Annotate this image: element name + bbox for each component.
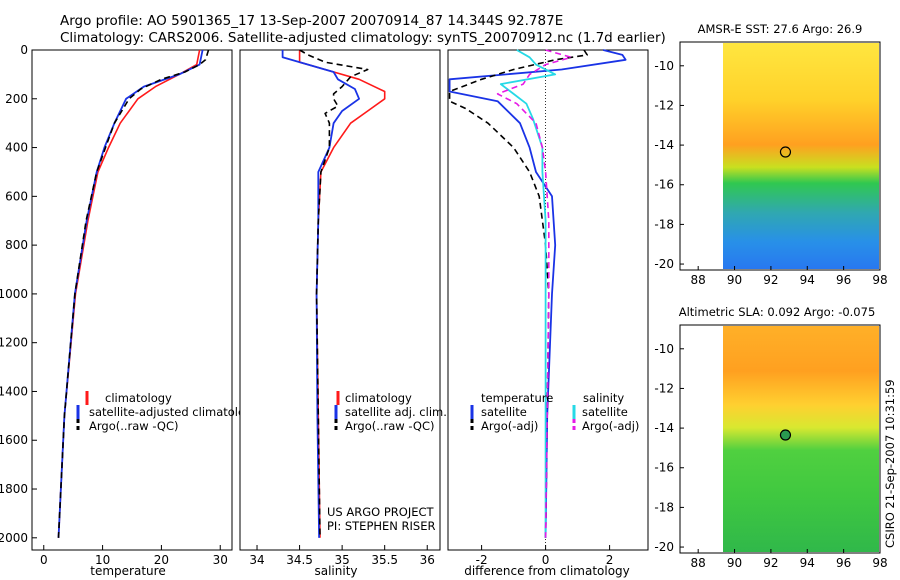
salinity-axes <box>239 49 441 551</box>
sla-lat-tick-label: -12 <box>654 381 674 395</box>
legend-temp-argo-label: Argo(-adj) <box>481 419 538 433</box>
sst-lon-tick-label: 88 <box>691 273 706 287</box>
depth-ytick-label: 200 <box>5 92 28 106</box>
sst-lat-tick-label: -14 <box>654 138 674 152</box>
depth-ytick-label: 1800 <box>0 482 28 496</box>
sst-lat-tick-label: -12 <box>654 98 674 112</box>
salinity-panel: 34 34.5 35 35.5 36 salinity climatology sate… <box>239 49 447 578</box>
difference-series-salinity-satellite <box>499 49 557 538</box>
depth-ytick-label: 2000 <box>0 531 28 545</box>
sla-lon-tick-label: 88 <box>691 556 706 570</box>
difference-axes <box>447 49 649 551</box>
difference-xlabel: difference from climatology <box>464 564 630 578</box>
sst-lat-tick-label: -10 <box>654 59 674 73</box>
sla-lon-tick-label: 96 <box>836 556 851 570</box>
sla-lon-tick-label: 90 <box>727 556 742 570</box>
float-position-marker <box>779 146 792 158</box>
salinity-xtick-label: 36 <box>420 553 435 567</box>
header-line-2: Climatology: CARS2006. Satellite-adjuste… <box>60 30 666 46</box>
depth-ytick-label: 400 <box>5 141 28 155</box>
sla-lat-tick-label: -20 <box>654 540 674 554</box>
legend-sal-satellite-label: satellite <box>582 405 628 419</box>
sst-lat-tick-label: -20 <box>654 257 674 271</box>
depth-ytick-label: 800 <box>5 238 28 252</box>
legend-temp-satellite-label: satellite <box>481 405 527 419</box>
legend-satellite-label: satellite adj. clim. <box>345 405 447 419</box>
sst-lon-tick-label: 98 <box>872 273 887 287</box>
temperature-axes <box>31 49 233 551</box>
depth-ytick-label: 1200 <box>0 336 28 350</box>
side-timestamp-label: CSIRO 21-Sep-2007 10:31:59 <box>883 379 897 548</box>
sst-lon-tick-label: 94 <box>800 273 815 287</box>
temperature-panel: 0 200 400 600 800 1000 1200 1400 1600 1800 2000 0 1… <box>0 43 259 578</box>
project-annotation: US ARGO PROJECT <box>327 505 435 519</box>
temperature-legend: climatology satellite-adjusted climatolo… <box>76 391 259 433</box>
depth-ytick-label: 1400 <box>0 384 28 398</box>
float-position-marker <box>779 429 792 441</box>
sla-lon-tick-label: 92 <box>763 556 778 570</box>
legend-satellite-label: satellite-adjusted climatology <box>89 405 259 419</box>
sst-lon-tick-label: 92 <box>763 273 778 287</box>
difference-xtick-label: -2 <box>476 553 488 567</box>
depth-ytick-label: 1600 <box>0 433 28 447</box>
temperature-series-argo-raw-qc <box>57 49 210 538</box>
salinity-legend: climatology satellite adj. clim. Argo(..… <box>334 391 447 433</box>
sla-lat-tick-label: -18 <box>654 500 674 514</box>
sst-field <box>723 43 879 269</box>
temperature-xtick-label: 10 <box>95 553 110 567</box>
temperature-xtick-label: 0 <box>40 553 48 567</box>
salinity-xtick-label: 34.5 <box>286 553 313 567</box>
sla-lon-tick-label: 94 <box>800 556 815 570</box>
temperature-xtick-label: 30 <box>213 553 228 567</box>
difference-legend: temperature salinity satellite Argo(-adj… <box>470 391 639 433</box>
sst-map-title: AMSR-E SST: 27.6 Argo: 26.9 <box>698 22 863 36</box>
legend-salinity-title: salinity <box>583 391 624 405</box>
legend-climatology-label: climatology <box>105 391 172 405</box>
legend-climatology-label: climatology <box>345 391 412 405</box>
legend-argo-label: Argo(..raw -QC) <box>89 419 179 433</box>
difference-series-temperature-satellite <box>448 49 627 538</box>
sla-lat-tick-label: -16 <box>654 461 674 475</box>
difference-xtick-label: 0 <box>542 553 550 567</box>
temperature-xtick-label: 20 <box>154 553 169 567</box>
depth-ytick-label: 1000 <box>0 287 28 301</box>
salinity-xlabel: salinity <box>314 564 357 578</box>
temperature-xlabel: temperature <box>90 564 165 578</box>
pi-annotation: PI: STEPHEN RISER <box>327 519 436 533</box>
difference-xtick-label: 2 <box>606 553 614 567</box>
depth-ytick-label: 600 <box>5 189 28 203</box>
legend-temperature-title: temperature <box>481 391 553 405</box>
salinity-xtick-label: 34 <box>249 553 264 567</box>
sla-lon-tick-label: 98 <box>872 556 887 570</box>
sst-lon-tick-label: 90 <box>727 273 742 287</box>
sst-map-panel: AMSR-E SST: 27.6 Argo: 26.9 88 90 92 94 96 98… <box>654 22 887 287</box>
sla-field <box>723 326 879 552</box>
depth-ytick-label: 0 <box>20 43 28 57</box>
legend-argo-label: Argo(..raw -QC) <box>345 419 435 433</box>
sst-lat-tick-label: -16 <box>654 178 674 192</box>
difference-panel: -2 0 2 difference from climatology tempera… <box>447 49 649 578</box>
salinity-xtick-label: 35.5 <box>371 553 398 567</box>
sst-lon-tick-label: 96 <box>836 273 851 287</box>
sla-map-title: Altimetric SLA: 0.092 Argo: -0.075 <box>679 305 876 319</box>
legend-sal-argo-label: Argo(-adj) <box>582 419 639 433</box>
sla-lat-tick-label: -10 <box>654 342 674 356</box>
header-line-1: Argo profile: AO 5901365_17 13-Sep-2007 … <box>60 13 563 29</box>
salinity-xtick-label: 35 <box>334 553 349 567</box>
sla-lat-tick-label: -14 <box>654 421 674 435</box>
sla-map-panel: Altimetric SLA: 0.092 Argo: -0.075 88 90 9… <box>654 305 887 570</box>
sst-lat-tick-label: -18 <box>654 217 674 231</box>
